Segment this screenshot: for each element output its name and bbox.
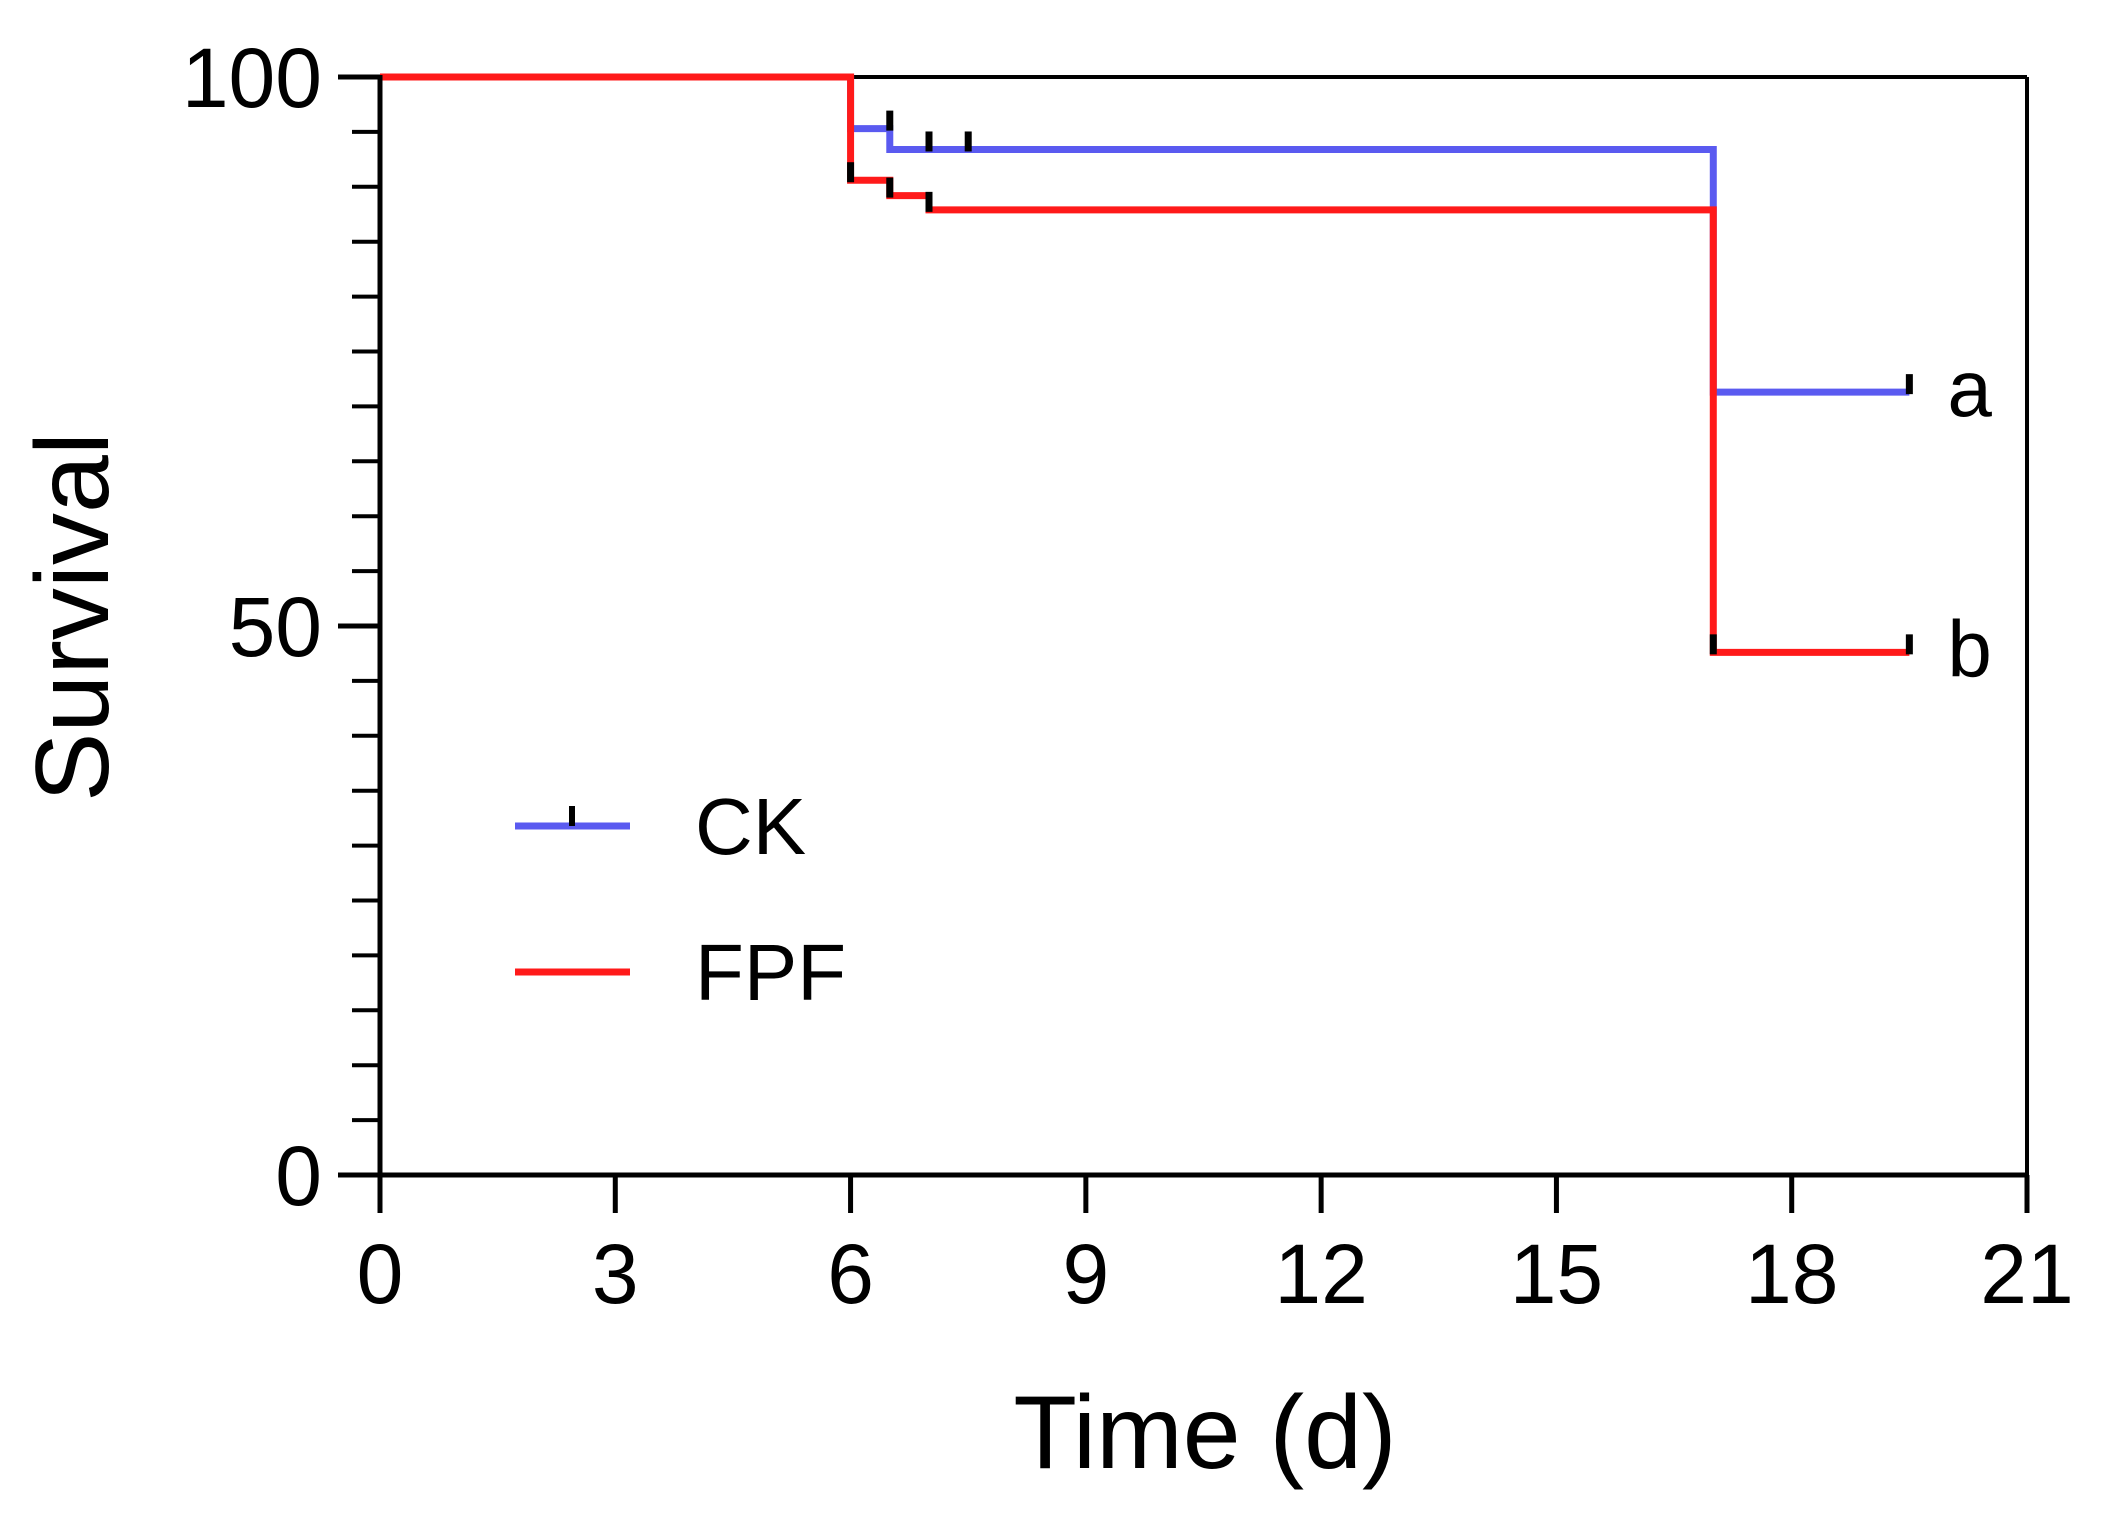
x-tick-label: 12 bbox=[1274, 1227, 1367, 1321]
x-tick-label: 6 bbox=[827, 1227, 874, 1321]
x-tick-label: 15 bbox=[1510, 1227, 1603, 1321]
significance-label-ck: a bbox=[1947, 344, 1992, 433]
series-layer: ab bbox=[380, 73, 1992, 693]
x-tick-label: 3 bbox=[592, 1227, 639, 1321]
series-line-ck bbox=[380, 73, 1910, 396]
legend-label-fpf: FPF bbox=[695, 928, 846, 1017]
plot-frame bbox=[380, 75, 2029, 1175]
significance-label-fpf: b bbox=[1947, 604, 1992, 693]
legend: CK FPF bbox=[515, 782, 846, 1017]
x-tick-label: 9 bbox=[1062, 1227, 1109, 1321]
y-tick-label: 0 bbox=[275, 1129, 322, 1223]
x-tick-label: 0 bbox=[357, 1227, 404, 1321]
series-line-fpf bbox=[380, 73, 1910, 656]
x-axis-title: Time (d) bbox=[1013, 1375, 1396, 1491]
legend-label-ck: CK bbox=[695, 782, 806, 871]
y-tick-label: 50 bbox=[229, 580, 322, 674]
y-tick-label: 100 bbox=[182, 31, 322, 125]
x-tick-label: 18 bbox=[1745, 1227, 1838, 1321]
axes-layer: 0 3 6 9 12 15 18 21 0 50 100 bbox=[182, 31, 2074, 1321]
y-axis-title: Survival bbox=[15, 432, 131, 802]
x-tick-label: 21 bbox=[1980, 1227, 2073, 1321]
